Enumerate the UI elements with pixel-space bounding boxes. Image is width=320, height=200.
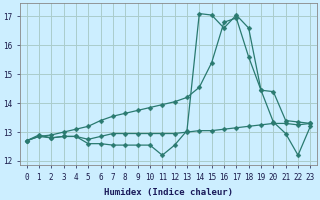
X-axis label: Humidex (Indice chaleur): Humidex (Indice chaleur) — [104, 188, 233, 197]
